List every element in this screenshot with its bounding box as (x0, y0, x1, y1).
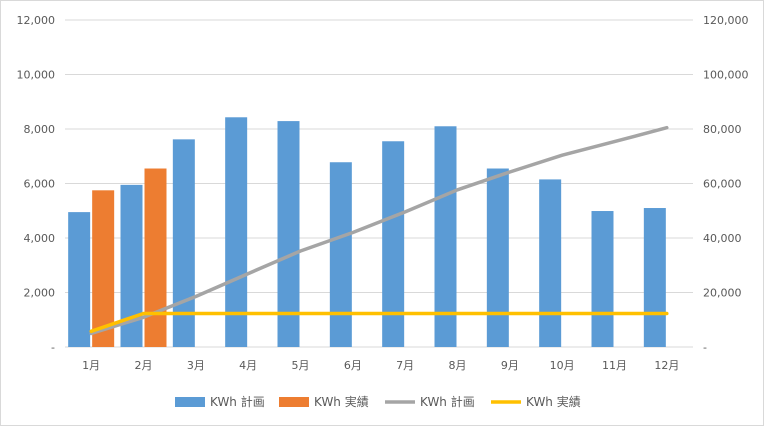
category-label: 2月 (135, 359, 153, 372)
legend-label: KWh 計画 (210, 394, 265, 409)
bar-plan-2 (120, 184, 143, 347)
category-label: 12月 (654, 359, 679, 372)
legend-swatch (279, 397, 309, 407)
line-actual-cumulative (89, 311, 669, 334)
right-axis-tick-label: 100,000 (703, 69, 749, 82)
bar-plan-10 (539, 179, 562, 347)
left-axis-tick-label: 10,000 (17, 69, 56, 82)
right-axis-tick-label: 20,000 (703, 287, 742, 300)
legend-label: KWh 計画 (420, 394, 475, 409)
category-label: 5月 (292, 359, 310, 372)
bar-plan-11 (591, 211, 614, 347)
bar-series (68, 117, 666, 348)
bar-plan-9 (486, 168, 509, 347)
left-axis-tick-label: - (51, 341, 55, 354)
category-label: 9月 (501, 359, 519, 372)
category-axis-labels: 1月 2月 3月 4月 5月 6月 7月 8月 9月 10月 11月 12月 (82, 359, 679, 372)
bar-plan-12 (643, 208, 666, 347)
category-label: 8月 (449, 359, 467, 372)
category-label: 1月 (82, 359, 100, 372)
line-series (89, 125, 669, 336)
legend-label: KWh 実績 (314, 394, 369, 409)
category-label: 10月 (550, 359, 575, 372)
category-label: 7月 (396, 359, 414, 372)
bar-plan-8 (434, 126, 457, 348)
left-axis-tick-label: 2,000 (24, 287, 56, 300)
left-axis-ticks: - 2,000 4,000 6,000 8,000 10,000 12,000 (17, 14, 56, 354)
right-axis-tick-label: 80,000 (703, 123, 742, 136)
right-axis-tick-label: 40,000 (703, 232, 742, 245)
legend-swatch (175, 397, 205, 407)
bar-plan-1 (68, 212, 91, 347)
bar-plan-6 (329, 162, 352, 347)
category-label: 6月 (344, 359, 362, 372)
left-axis-tick-label: 6,000 (24, 178, 56, 191)
gridlines (65, 19, 693, 348)
legend: KWh 計画 KWh 実績 KWh 計画 KWh 実績 (175, 394, 581, 409)
bar-plan-7 (382, 141, 405, 347)
category-label: 3月 (187, 359, 205, 372)
line-plan-cumulative (89, 125, 669, 336)
bar-actual-1 (92, 190, 115, 347)
bar-plan-4 (225, 117, 248, 347)
legend-label: KWh 実績 (526, 394, 581, 409)
bar-plan-5 (277, 121, 300, 347)
bar-plan-3 (172, 139, 195, 347)
left-axis-tick-label: 8,000 (24, 123, 56, 136)
bar-actual-2 (144, 168, 167, 347)
left-axis-tick-label: 12,000 (17, 14, 56, 27)
right-axis-tick-label: - (703, 341, 707, 354)
right-axis-tick-label: 60,000 (703, 178, 742, 191)
category-label: 4月 (239, 359, 257, 372)
right-axis-ticks: - 20,000 40,000 60,000 80,000 100,000 120,000 (703, 14, 749, 354)
category-label: 11月 (602, 359, 627, 372)
left-axis-tick-label: 4,000 (24, 232, 56, 245)
right-axis-tick-label: 120,000 (703, 14, 749, 27)
